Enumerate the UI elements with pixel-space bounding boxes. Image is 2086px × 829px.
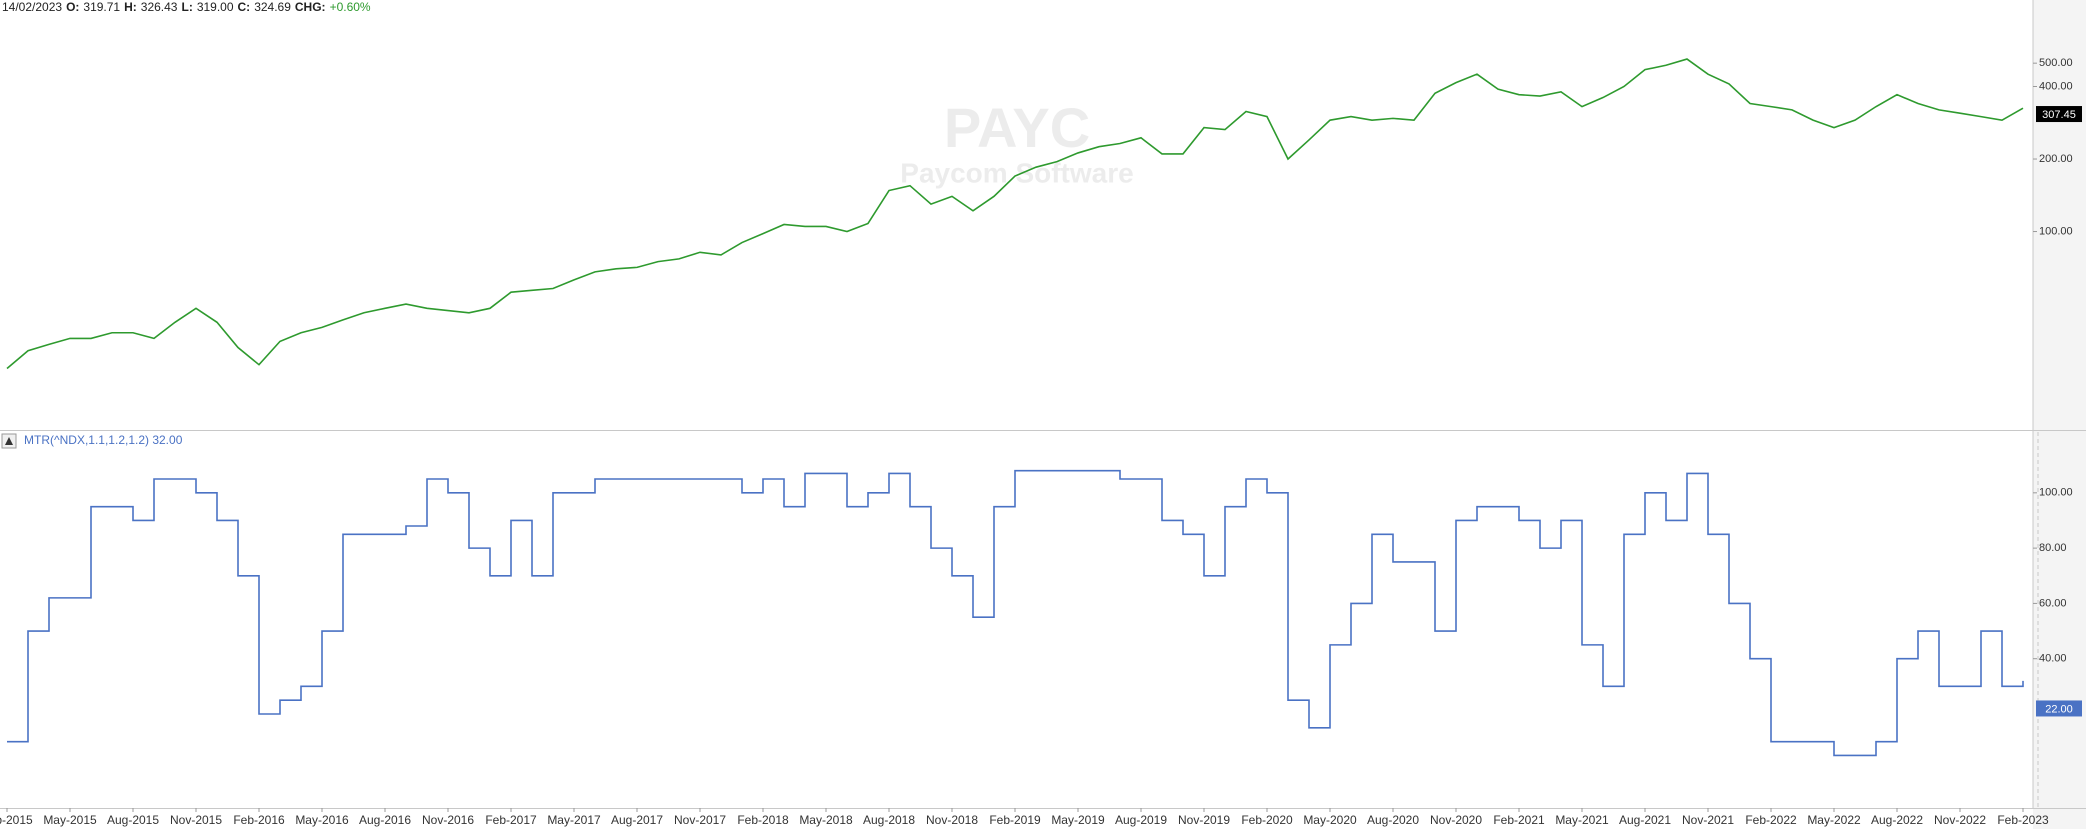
header: 14/02/2023 O: 319.71 H: 326.43 L: 319.00 C: 324.… <box>2 0 371 14</box>
y-tick-label: 200.00 <box>2039 153 2073 165</box>
header-field-value: 326.43 <box>141 0 178 14</box>
x-tick-label: Feb-2023 <box>1997 813 2049 827</box>
x-tick-label: May-2022 <box>1807 813 1861 827</box>
x-tick-label: May-2018 <box>799 813 853 827</box>
y-tick-label: 100.00 <box>2039 225 2073 237</box>
x-tick-label: Aug-2022 <box>1871 813 1923 827</box>
last-value-box <box>2036 106 2082 123</box>
price-line <box>6 58 2024 370</box>
x-tick-label: Feb-2015 <box>0 813 33 827</box>
y-tick-label: 400.00 <box>2039 80 2073 92</box>
indicator-title: MTR(^NDX,1.1,1.2,1.2) 32.00 <box>24 433 183 447</box>
x-tick-label: Feb-2017 <box>485 813 537 827</box>
x-tick-label: May-2020 <box>1303 813 1357 827</box>
header-field-label: H: <box>124 0 137 14</box>
x-tick-label: May-2017 <box>547 813 601 827</box>
header-field-label: L: <box>181 0 192 14</box>
last-value-box <box>2036 700 2082 717</box>
x-tick-label: May-2019 <box>1051 813 1105 827</box>
header-field-value: 319.71 <box>83 0 120 14</box>
x-tick-label: Nov-2016 <box>422 813 474 827</box>
x-tick-label: Aug-2017 <box>611 813 663 827</box>
y-tick-label: 60.00 <box>2039 597 2067 609</box>
last-value-label: 22.00 <box>2045 703 2073 715</box>
step-line <box>7 469 2024 757</box>
x-tick-label: Feb-2018 <box>737 813 789 827</box>
y-tick-label: 500.00 <box>2039 57 2073 69</box>
header-field-value: 319.00 <box>197 0 234 14</box>
x-tick-label: Feb-2019 <box>989 813 1041 827</box>
x-tick-label: Nov-2017 <box>674 813 726 827</box>
x-tick-label: May-2015 <box>43 813 97 827</box>
last-value-label: 307.45 <box>2042 109 2076 121</box>
y-tick-label: 80.00 <box>2039 542 2067 554</box>
x-tick-label: Nov-2019 <box>1178 813 1230 827</box>
x-tick-label: May-2021 <box>1555 813 1609 827</box>
watermark-name: Paycom Software <box>900 157 1133 188</box>
x-tick-label: Nov-2022 <box>1934 813 1986 827</box>
x-tick-label: Aug-2019 <box>1115 813 1167 827</box>
header-date: 14/02/2023 <box>2 0 62 14</box>
x-tick-label: Feb-2016 <box>233 813 285 827</box>
header-field-label: CHG: <box>295 0 326 14</box>
x-tick-label: Aug-2018 <box>863 813 915 827</box>
x-tick-label: Nov-2015 <box>170 813 222 827</box>
x-tick-label: Nov-2021 <box>1682 813 1734 827</box>
x-tick-label: Aug-2021 <box>1619 813 1671 827</box>
x-tick-label: Feb-2022 <box>1745 813 1797 827</box>
x-tick-label: Nov-2018 <box>926 813 978 827</box>
x-tick-label: Feb-2021 <box>1493 813 1545 827</box>
header-field-label: O: <box>66 0 79 14</box>
header-field-value: +0.60% <box>330 0 371 14</box>
y-tick-label: 100.00 <box>2039 487 2073 499</box>
y-tick-label: 40.00 <box>2039 653 2067 665</box>
x-tick-label: Aug-2015 <box>107 813 159 827</box>
x-tick-label: Aug-2020 <box>1367 813 1419 827</box>
x-tick-label: Aug-2016 <box>359 813 411 827</box>
right-axis-bg <box>2033 0 2086 829</box>
x-tick-label: May-2016 <box>295 813 349 827</box>
x-tick-label: Feb-2020 <box>1241 813 1293 827</box>
header-field-value: 324.69 <box>254 0 291 14</box>
collapse-icon <box>5 437 13 445</box>
x-tick-label: Nov-2020 <box>1430 813 1482 827</box>
watermark-symbol: PAYC <box>944 96 1090 159</box>
header-field-label: C: <box>238 0 251 14</box>
